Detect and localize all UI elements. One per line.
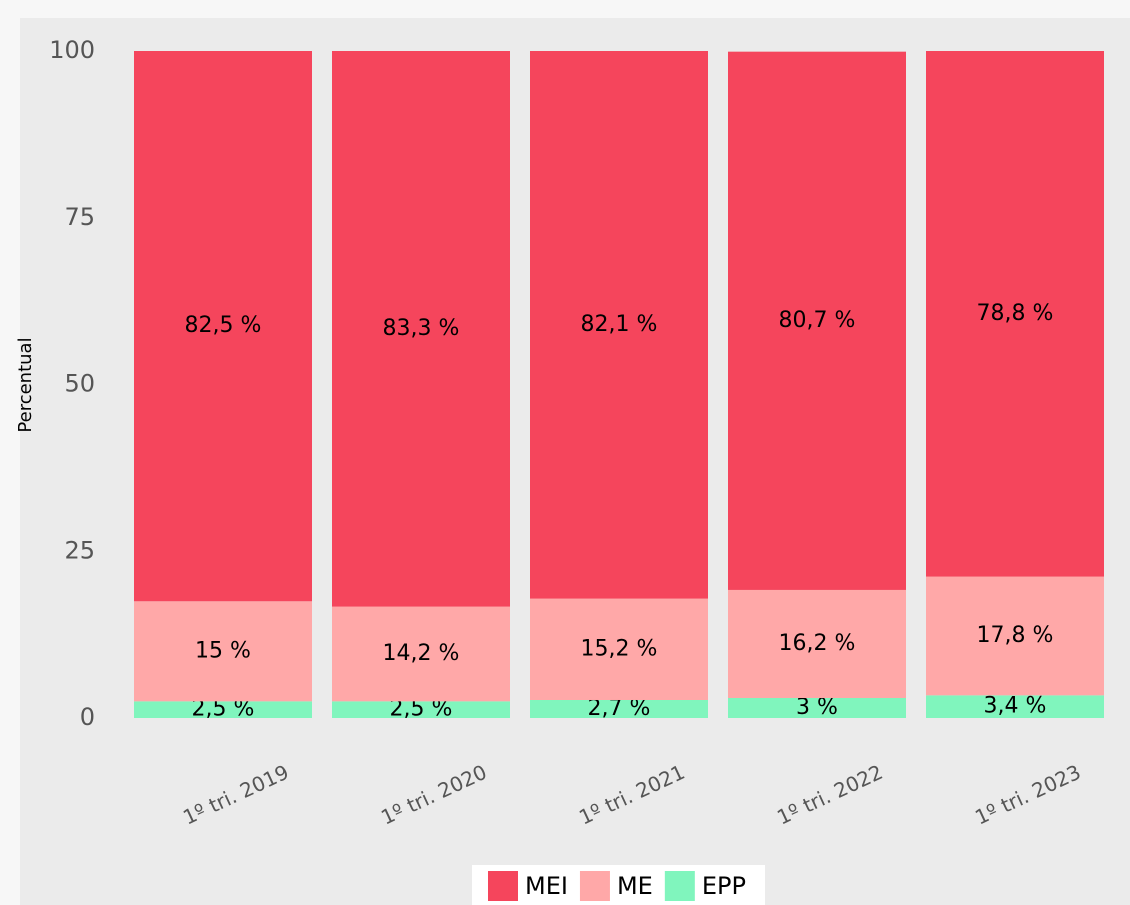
bar-segment (530, 598, 708, 700)
bar-segment (134, 601, 312, 702)
bar-segment (332, 701, 510, 718)
y-tick-label: 75 (64, 203, 95, 231)
legend-label: MEI (525, 872, 568, 900)
legend-box (472, 865, 765, 905)
legend-label: EPP (702, 872, 746, 900)
bar-segment (530, 699, 708, 718)
bar-segment (530, 51, 708, 599)
bar-segment (332, 606, 510, 702)
bar-segment (134, 701, 312, 718)
data-label: 82,5 % (185, 313, 262, 338)
bar-segment (728, 51, 906, 590)
bar-segment (332, 51, 510, 607)
data-label: 17,8 % (977, 623, 1054, 648)
bar-segment (728, 697, 906, 718)
data-label: 15,2 % (581, 636, 658, 661)
data-label: 3,4 % (984, 694, 1047, 719)
data-label: 3 % (796, 695, 838, 720)
y-tick-label: 50 (64, 370, 95, 398)
data-label: 15 % (195, 638, 251, 663)
y-axis-title: Percentual (15, 337, 36, 432)
bar-segment (134, 51, 312, 602)
y-tick-label: 100 (49, 36, 95, 64)
legend-swatch (664, 871, 695, 901)
legend-swatch (488, 871, 518, 901)
data-label: 78,8 % (977, 301, 1054, 326)
bar-segment (926, 576, 1104, 696)
bar-segment (926, 51, 1104, 577)
data-label: 80,7 % (779, 308, 856, 333)
y-tick-label: 25 (64, 536, 95, 564)
data-label: 82,1 % (581, 312, 658, 337)
bar-segment (728, 589, 906, 698)
legend-swatch (579, 871, 610, 901)
y-tick-label: 0 (80, 703, 95, 731)
data-label: 14,2 % (383, 641, 460, 666)
bar-segment (926, 695, 1104, 718)
data-label: 2,7 % (588, 696, 651, 721)
data-label: 16,2 % (779, 631, 856, 656)
data-label: 83,3 % (383, 316, 460, 341)
legend-label: ME (617, 872, 653, 900)
